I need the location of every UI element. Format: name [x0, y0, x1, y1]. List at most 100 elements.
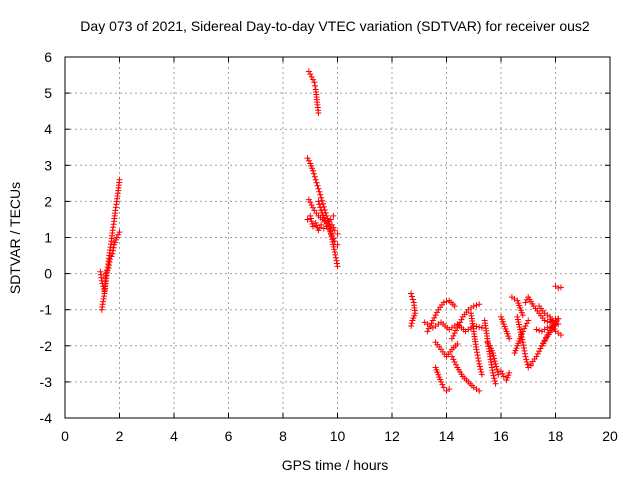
data-point-marker: [317, 191, 324, 198]
data-point-marker: [518, 334, 525, 341]
x-tick-label: 8: [279, 428, 287, 444]
series-arc26: [552, 283, 564, 292]
data-point-marker: [536, 348, 543, 355]
data-point-marker: [520, 344, 527, 351]
series-arc13: [448, 301, 483, 342]
y-tick-labels: -4 -3 -2 -1 0 1 2 3 4 5 6: [40, 49, 53, 426]
y-axis-label: SDTVAR / TECUs: [7, 182, 23, 294]
data-point-marker: [470, 303, 477, 310]
series-arc25: [538, 315, 562, 349]
data-point-marker: [320, 214, 327, 221]
y-tick-label: 6: [44, 49, 52, 65]
data-point-marker: [315, 227, 322, 234]
data-point-marker: [307, 71, 314, 78]
data-point-marker: [476, 363, 483, 370]
y-tick-label: 2: [44, 193, 52, 209]
data-point-marker: [316, 201, 323, 208]
data-point-marker: [424, 328, 431, 335]
data-point-marker: [318, 221, 325, 228]
data-point-marker: [476, 324, 483, 331]
data-point-marker: [305, 196, 312, 203]
data-point-marker: [450, 356, 457, 363]
data-point-marker: [493, 366, 500, 373]
data-point-marker: [113, 234, 120, 241]
data-point-marker: [474, 352, 481, 359]
x-tick-label: 18: [548, 428, 564, 444]
data-point-marker: [448, 335, 455, 342]
series-arc15: [432, 339, 461, 360]
data-point-marker: [515, 318, 522, 325]
data-point-marker: [454, 340, 461, 347]
data-point-marker: [333, 260, 340, 267]
data-point-marker: [429, 317, 436, 324]
data-point-marker: [102, 270, 109, 277]
series-arc11: [448, 353, 483, 394]
data-point-marker: [475, 355, 482, 362]
data-point-marker: [308, 202, 315, 209]
data-point-marker: [334, 230, 341, 237]
data-point-marker: [106, 256, 113, 263]
data-point-marker: [329, 232, 336, 239]
data-point-marker: [495, 371, 502, 378]
data-point-marker: [329, 221, 336, 228]
data-point-marker: [490, 352, 497, 359]
data-point-marker: [506, 335, 513, 342]
data-point-marker: [519, 312, 526, 319]
x-tick-label: 4: [170, 428, 178, 444]
data-point-marker: [446, 386, 453, 393]
data-point-marker: [313, 179, 320, 186]
data-point-marker: [309, 167, 316, 174]
data-point-marker: [432, 312, 439, 319]
data-point-marker: [477, 366, 484, 373]
data-point-marker: [408, 322, 415, 329]
data-point-marker: [541, 317, 548, 324]
data-point-marker: [473, 302, 480, 309]
data-point-marker: [533, 353, 540, 360]
data-point-marker: [308, 73, 315, 80]
series-arc8: [408, 290, 419, 329]
data-point-marker: [308, 218, 315, 225]
data-point-marker: [439, 381, 446, 388]
data-point-marker: [319, 200, 326, 207]
data-point-marker: [492, 360, 499, 367]
data-point-marker: [491, 377, 498, 384]
data-point-marker: [523, 359, 530, 366]
data-point-marker: [311, 79, 318, 86]
data-point-marker: [476, 387, 483, 394]
data-point-marker: [451, 330, 458, 337]
y-tick-label: -2: [40, 338, 53, 354]
data-point-marker: [304, 216, 311, 223]
data-point-marker: [319, 197, 326, 204]
data-point-marker: [478, 368, 485, 375]
data-point-marker: [331, 246, 338, 253]
data-point-marker: [320, 203, 327, 210]
data-point-marker: [557, 331, 564, 338]
plot-frame: [64, 56, 611, 419]
data-points: [97, 68, 564, 394]
data-point-marker: [493, 363, 500, 370]
data-point-marker: [484, 339, 491, 346]
data-point-marker: [307, 199, 314, 206]
data-point-marker: [408, 320, 415, 327]
data-point-marker: [104, 267, 111, 274]
data-point-marker: [315, 185, 322, 192]
series-arc1: [98, 176, 123, 313]
data-point-marker: [525, 317, 532, 324]
data-point-marker: [515, 321, 522, 328]
data-point-marker: [330, 235, 337, 242]
data-point-marker: [522, 299, 529, 306]
data-point-marker: [524, 361, 531, 368]
data-point-marker: [476, 360, 483, 367]
data-point-marker: [428, 320, 435, 327]
data-point-marker: [500, 373, 507, 380]
data-point-marker: [408, 290, 415, 297]
data-point-marker: [309, 76, 316, 83]
data-point-marker: [537, 345, 544, 352]
data-point-marker: [450, 332, 457, 339]
y-tick-label: 1: [44, 230, 52, 246]
data-point-marker: [517, 329, 524, 336]
data-point-marker: [473, 346, 480, 353]
data-point-marker: [470, 322, 477, 329]
data-point-marker: [533, 326, 540, 333]
